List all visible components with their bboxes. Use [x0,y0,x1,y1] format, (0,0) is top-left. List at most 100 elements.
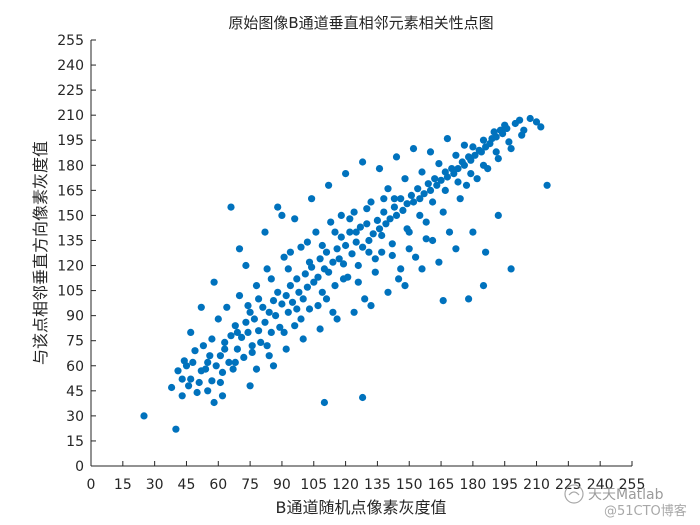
scatter-point [426,148,435,156]
scatter-point [204,358,212,366]
scatter-point [206,352,214,360]
scatter-point [325,268,333,276]
scatter-point [382,220,390,228]
scatter-point [282,292,290,300]
scatter-point [479,161,488,169]
y-axis-title: 与该点相邻垂直方向像素灰度值 [31,141,50,365]
scatter-point [276,323,284,331]
scatter-point [333,245,341,253]
scatter-point [361,295,369,303]
scatter-point [373,216,381,224]
scatter-point [352,238,360,246]
scatter-point [388,251,396,260]
y-tick-label: 225 [57,83,84,99]
scatter-point [225,358,233,366]
scatter-point [452,151,460,159]
scatter-point [492,133,500,141]
scatter-point [494,155,502,163]
scatter-point [284,308,292,316]
scatter-point [255,327,263,335]
scatter-point [210,278,218,286]
scatter-point [375,225,384,233]
scatter-point [318,288,326,296]
scatter-point [380,208,388,216]
scatter-point [526,114,534,123]
scatter-point [310,278,318,286]
x-tick-label: 120 [332,477,359,493]
x-tick-label: 225 [555,477,582,493]
scatter-point [229,365,237,373]
scatter-point [187,328,195,336]
scatter-point [437,176,445,184]
watermark: 天天Matlab @51CTO博客 [564,484,687,519]
scatter-point [422,218,430,226]
scatter-point [197,303,205,311]
scatter-point [305,305,314,313]
scatter-point [403,225,411,233]
scatter-point [189,358,197,366]
scatter-point [242,261,250,270]
scatter-point [456,195,464,203]
scatter-point [342,170,350,178]
scatter-point [316,255,324,263]
x-tick-label: 135 [364,477,391,493]
scatter-point [337,233,345,241]
watermark-line-2: @51CTO博客 [604,503,687,519]
scatter-point [178,392,186,400]
scatter-point [331,282,339,290]
y-tick-label: 180 [57,158,84,174]
x-tick-label: 165 [428,477,455,493]
scatter-point [312,228,320,236]
scatter-point [168,383,176,392]
scatter-point [280,253,288,261]
scatter-point [365,236,373,245]
y-tick-label: 210 [57,108,84,124]
scatter-point [214,315,222,323]
scatter-point [303,283,311,291]
scatter-point [426,186,435,194]
scatter-point [259,303,267,311]
scatter-point [460,161,468,169]
scatter-point [505,138,513,146]
scatter-point [293,275,301,283]
scatter-point [359,393,367,402]
scatter-point [386,215,394,223]
scatter-point [339,275,348,283]
scatter-point [252,282,261,290]
scatter-point [409,145,418,153]
scatter-point [467,170,475,178]
scatter-point [305,258,314,266]
scatter-point [339,260,348,268]
scatter-point [288,298,297,306]
scatter-point [208,335,216,343]
watermark-logo-mark [568,491,580,496]
scatter-point [212,362,220,370]
y-tick-label: 165 [57,183,84,199]
scatter-point [261,318,269,326]
scatter-point [297,315,305,323]
y-tick-label: 30 [66,409,84,425]
scatter-point [352,228,360,236]
scatter-point [418,168,426,176]
scatter-point [369,230,377,238]
scatter-point [378,248,386,256]
scatter-point [335,255,343,263]
scatter-point [235,245,244,253]
scatter-point [223,303,231,311]
scatter-point [367,198,375,206]
scatter-point [322,295,331,303]
scatter-point [479,136,488,144]
scatter-point [140,412,148,420]
scatter-point [435,160,443,168]
scatter-point [293,305,301,313]
scatter-point [384,288,392,296]
scatter-point [191,347,199,355]
scatter-point [439,297,447,305]
plot-axes [90,39,633,467]
scatter-point [390,203,398,211]
scatter-point [333,315,341,323]
scatter-point [443,173,451,181]
scatter-point [231,322,239,330]
scatter-point [299,295,307,303]
x-axis-title: B通道随机点像素灰度值 [276,498,447,517]
